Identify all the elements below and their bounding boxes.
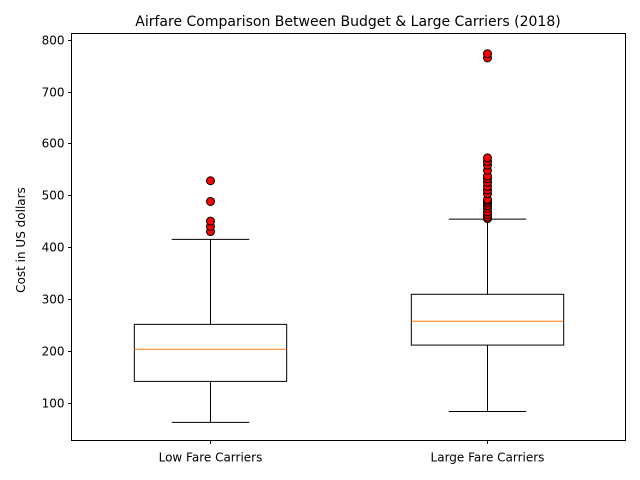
boxes — [133, 49, 565, 423]
x-tick-label: Large Fare Carriers — [431, 451, 545, 465]
outlier-point — [206, 216, 215, 226]
outlier-point — [206, 176, 215, 186]
box-group — [410, 49, 565, 412]
y-axis-label: Cost in US dollars — [14, 187, 28, 293]
y-tick-label: 300 — [42, 293, 65, 307]
outlier-point — [483, 49, 492, 59]
outlier-point — [206, 196, 215, 206]
outlier-point — [483, 153, 492, 163]
y-axis: 100 200 300 400 500 600 700 800 — [42, 34, 72, 411]
x-tick-label: Low Fare Carriers — [159, 451, 263, 465]
y-tick-label: 400 — [42, 241, 65, 255]
x-axis: Low Fare Carriers Large Fare Carriers — [159, 440, 545, 465]
box-group — [133, 176, 288, 423]
y-tick-label: 200 — [42, 345, 65, 359]
y-tick-label: 800 — [42, 34, 65, 48]
y-tick-label: 500 — [42, 189, 65, 203]
plot-area — [71, 33, 626, 441]
box-iqr — [410, 293, 565, 346]
y-tick-label: 700 — [42, 86, 65, 100]
y-tick-label: 600 — [42, 137, 65, 151]
y-tick-label: 100 — [42, 397, 65, 411]
box-iqr — [133, 323, 288, 382]
chart-title: Airfare Comparison Between Budget & Larg… — [135, 14, 560, 30]
